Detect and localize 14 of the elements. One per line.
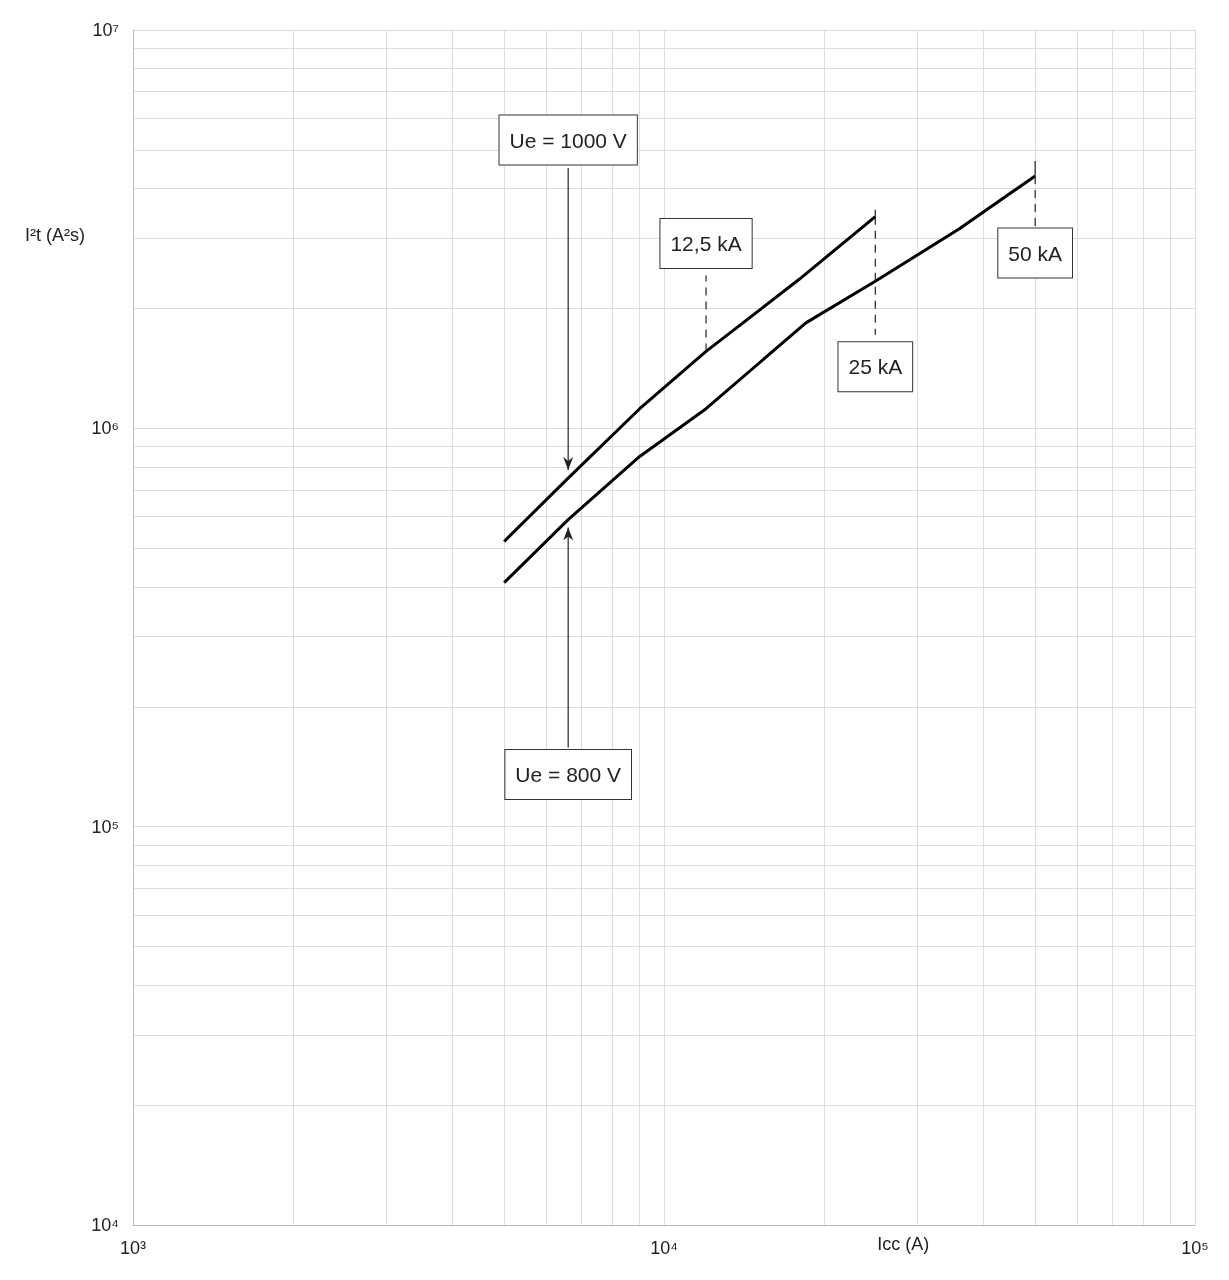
x-axis-title: Icc (A) xyxy=(877,1234,930,1254)
y-axis-title: I²t (A²s) xyxy=(25,225,85,246)
x-tick-label: 10⁵ xyxy=(1181,1238,1209,1258)
annotation: 50 kA xyxy=(1008,241,1062,265)
x-tick-label: 10³ xyxy=(119,1238,147,1258)
y-tick-label: 10⁷ xyxy=(92,20,119,40)
y-tick-label: 10⁶ xyxy=(91,418,119,439)
x-tick-label: 10⁴ xyxy=(650,1238,678,1258)
annotation: Ue = 1000 V xyxy=(509,128,627,152)
y-tick-label: 10⁵ xyxy=(91,816,119,837)
annotation: 12,5 kA xyxy=(670,231,742,255)
y-tick-label: 10⁴ xyxy=(91,1215,119,1235)
annotation: 25 kA xyxy=(848,355,903,379)
annotation: Ue = 800 V xyxy=(515,763,622,787)
